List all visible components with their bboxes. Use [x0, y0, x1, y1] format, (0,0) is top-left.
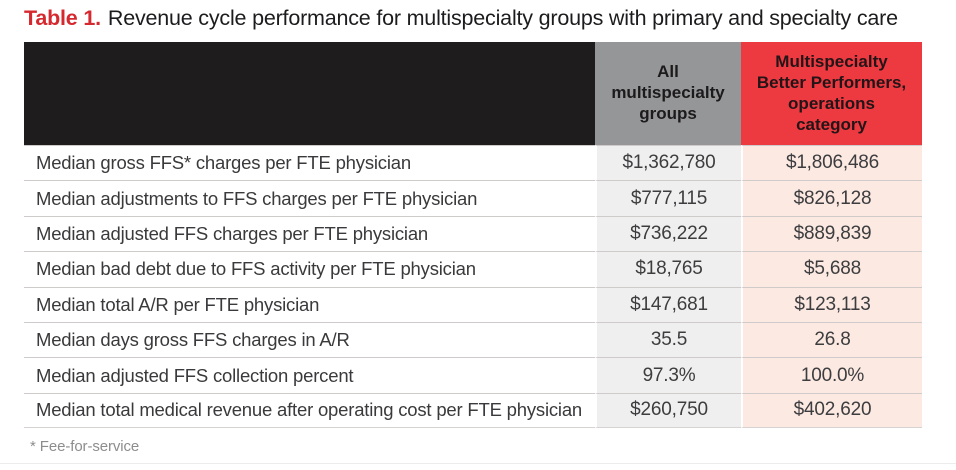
better-performers-value: $123,113 [741, 286, 922, 322]
metric-label: Median adjusted FFS collection percent [24, 357, 595, 393]
metric-label: Median days gross FFS charges in A/R [24, 321, 595, 358]
metric-label: Median gross FFS* charges per FTE physic… [24, 145, 595, 181]
revenue-cycle-table: All multispecialty groups Multispecialty… [24, 42, 922, 429]
better-performers-value: $826,128 [741, 180, 922, 216]
all-groups-value: $1,362,780 [595, 145, 741, 181]
all-groups-value: $736,222 [595, 215, 741, 252]
column-header-better-performers: Multispecialty Better Performers, operat… [741, 42, 922, 145]
table-row: Median adjusted FFS charges per FTE phys… [24, 215, 922, 252]
table-row: Median gross FFS* charges per FTE physic… [24, 145, 922, 181]
table-title: Table 1. Revenue cycle performance for mu… [24, 4, 944, 32]
metric-label: Median bad debt due to FFS activity per … [24, 251, 595, 287]
all-groups-value: 35.5 [595, 321, 741, 358]
table-row: Median total A/R per FTE physician $147,… [24, 286, 922, 322]
table-row: Median bad debt due to FFS activity per … [24, 251, 922, 287]
table-title-prefix: Table 1. [24, 6, 101, 30]
better-performers-value: $5,688 [741, 251, 922, 287]
column-header-all-groups: All multispecialty groups [595, 42, 741, 145]
all-groups-value: $18,765 [595, 251, 741, 287]
metric-label: Median adjustments to FFS charges per FT… [24, 180, 595, 216]
metric-label: Median adjusted FFS charges per FTE phys… [24, 215, 595, 252]
table-row: Median days gross FFS charges in A/R 35.… [24, 321, 922, 358]
all-groups-value: $260,750 [595, 392, 741, 429]
table-title-text: Revenue cycle performance for multispeci… [107, 6, 898, 30]
table-row: Median adjusted FFS collection percent 9… [24, 357, 922, 393]
all-groups-value: 97.3% [595, 357, 741, 393]
table-row: Median adjustments to FFS charges per FT… [24, 180, 922, 216]
table-header-row: All multispecialty groups Multispecialty… [24, 42, 922, 145]
better-performers-value: $889,839 [741, 215, 922, 252]
better-performers-value: $1,806,486 [741, 145, 922, 181]
table-row: Median total medical revenue after opera… [24, 392, 922, 429]
table-header-spacer [24, 42, 595, 145]
better-performers-value: $402,620 [741, 392, 922, 429]
metric-label: Median total medical revenue after opera… [24, 392, 595, 429]
bottom-divider [0, 463, 956, 464]
footnote: * Fee-for-service [30, 438, 140, 455]
better-performers-value: 100.0% [741, 357, 922, 393]
all-groups-value: $147,681 [595, 286, 741, 322]
better-performers-value: 26.8 [741, 321, 922, 358]
all-groups-value: $777,115 [595, 180, 741, 216]
metric-label: Median total A/R per FTE physician [24, 286, 595, 322]
